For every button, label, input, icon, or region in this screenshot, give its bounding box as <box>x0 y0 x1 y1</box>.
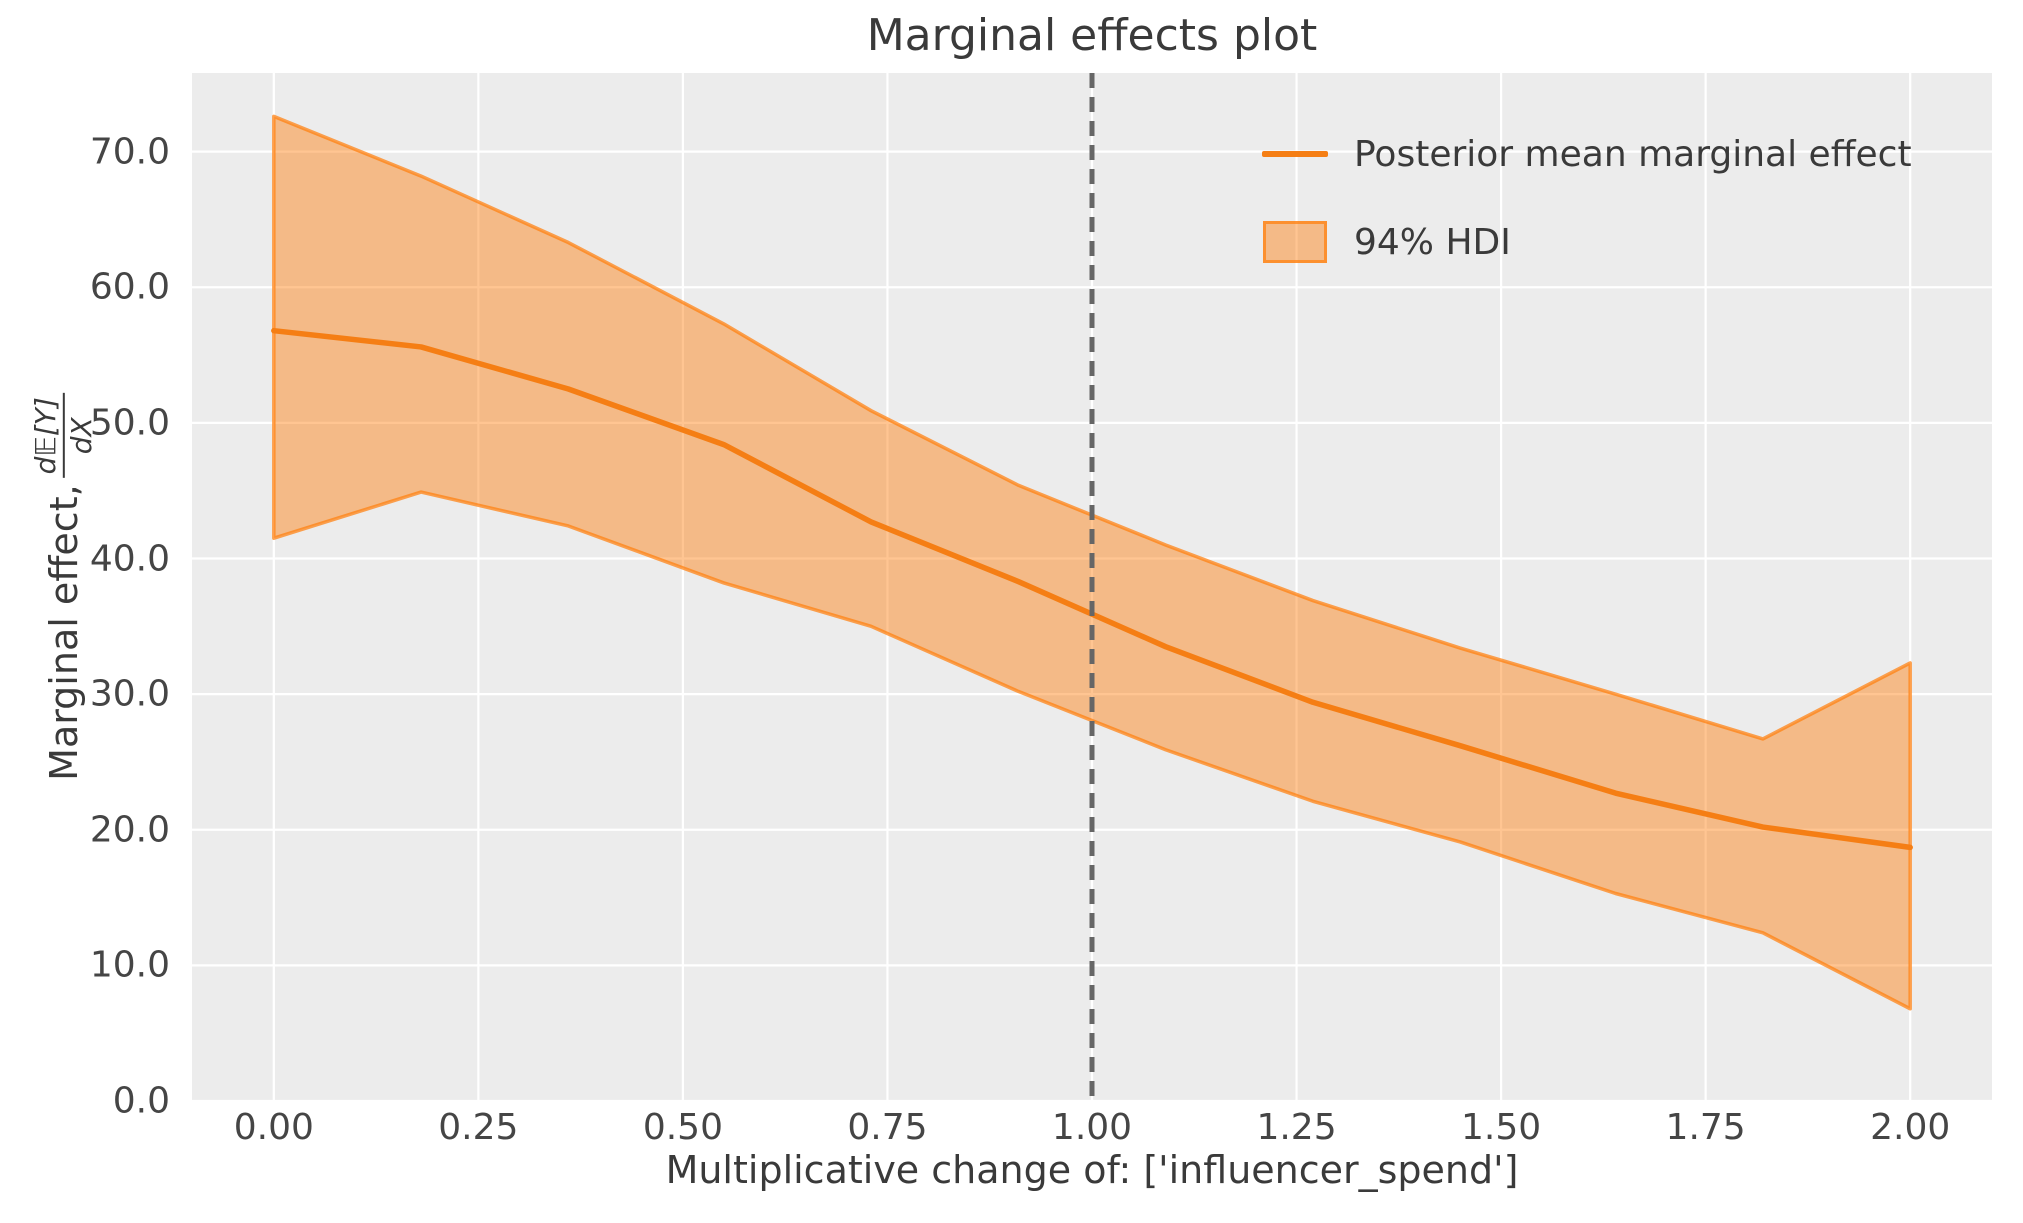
x-tick-label: 1.25 <box>1256 1107 1337 1148</box>
x-tick-label: 0.00 <box>233 1107 314 1148</box>
y-tick-label: 10.0 <box>89 944 170 986</box>
legend-band-label: 94% HDI <box>1354 221 1511 263</box>
legend-row-mean: Posterior mean marginal effect <box>1262 110 1912 198</box>
y-tick-label: 20.0 <box>89 809 170 851</box>
x-tick-label: 1.50 <box>1461 1107 1542 1148</box>
y-tick-label: 40.0 <box>89 538 170 580</box>
legend-row-hdi: 94% HDI <box>1262 198 1912 286</box>
x-tick-label: 0.25 <box>438 1107 519 1148</box>
x-tick-label: 1.00 <box>1051 1107 1133 1148</box>
y-tick-label: 70.0 <box>89 131 170 173</box>
y-tick-label: 60.0 <box>89 266 170 308</box>
legend-line-swatch <box>1262 151 1328 157</box>
y-tick-labels: 0.0 10.0 20.0 30.0 40.0 50.0 60.0 70.0 <box>0 0 180 1223</box>
x-tick-label: 1.75 <box>1665 1107 1746 1148</box>
x-tick-label: 2.00 <box>1870 1107 1951 1148</box>
y-tick-label: 30.0 <box>89 673 170 715</box>
plot-area <box>192 73 1992 1101</box>
legend-band-swatch <box>1263 221 1327 263</box>
y-tick-label: 0.0 <box>112 1080 170 1122</box>
y-tick-label: 50.0 <box>89 402 170 444</box>
x-tick-labels: 0.00 0.25 0.50 0.75 1.00 1.25 1.50 1.75 2.00 <box>0 1107 2023 1153</box>
x-tick-label: 0.75 <box>847 1107 928 1148</box>
x-axis-label: Multiplicative change of: ['influencer_s… <box>665 1148 1519 1192</box>
legend: Posterior mean marginal effect 94% HDI <box>1262 110 1912 286</box>
x-tick-label: 0.50 <box>642 1107 723 1148</box>
legend-line-label: Posterior mean marginal effect <box>1354 133 1912 175</box>
chart-title: Marginal effects plot <box>866 10 1318 61</box>
